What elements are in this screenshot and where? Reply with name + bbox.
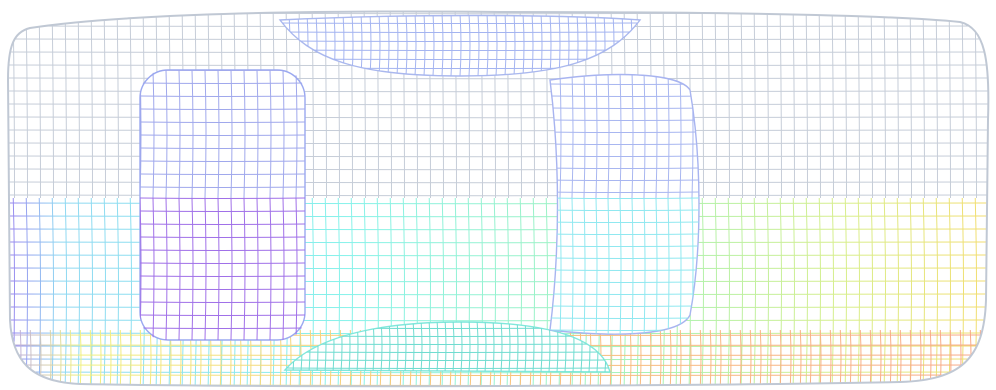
rear-window bbox=[140, 70, 305, 340]
mesh-line bbox=[140, 328, 305, 329]
mesh-line bbox=[140, 135, 305, 136]
mesh-line bbox=[0, 375, 996, 376]
mesh-line bbox=[548, 306, 702, 307]
mesh-line bbox=[548, 72, 549, 198]
mesh-line bbox=[140, 224, 305, 225]
mesh-line bbox=[140, 237, 305, 238]
mesh-line bbox=[140, 276, 305, 277]
mesh-line bbox=[140, 148, 305, 149]
mesh-line bbox=[548, 144, 702, 145]
mesh-line bbox=[140, 83, 305, 84]
mesh-line bbox=[280, 23, 640, 24]
mesh-line bbox=[285, 368, 610, 369]
mesh-line bbox=[140, 263, 305, 264]
mesh-line bbox=[140, 187, 305, 188]
mesh-line bbox=[548, 168, 702, 169]
mesh-line bbox=[140, 122, 305, 123]
mesh-line bbox=[548, 132, 702, 133]
mesh-line bbox=[548, 84, 702, 85]
mesh-line bbox=[548, 270, 702, 271]
mesh-line bbox=[990, 325, 991, 390]
mesh-line bbox=[0, 0, 2, 390]
mesh-line bbox=[548, 180, 702, 181]
mesh-line bbox=[640, 14, 641, 76]
mesh-line bbox=[548, 246, 702, 247]
mesh-line bbox=[548, 318, 702, 319]
mesh-line bbox=[548, 96, 702, 97]
mesh-line bbox=[140, 96, 305, 97]
mesh-line bbox=[140, 174, 305, 175]
mesh-line bbox=[285, 344, 610, 345]
mesh-line bbox=[280, 41, 640, 42]
mesh-line bbox=[0, 325, 1, 390]
page: (() => { const data = JSON.parse(documen… bbox=[0, 0, 996, 390]
mesh-line bbox=[140, 315, 305, 316]
mesh-line bbox=[285, 360, 610, 361]
mesh-line bbox=[280, 59, 640, 60]
mesh-line bbox=[988, 0, 990, 390]
mesh-line bbox=[548, 192, 702, 193]
mesh-line bbox=[548, 282, 702, 283]
mesh-line bbox=[548, 294, 702, 295]
mesh-line bbox=[140, 198, 305, 199]
mesh-line bbox=[0, 0, 996, 1]
mesh-line bbox=[548, 222, 702, 223]
mesh-line bbox=[0, 190, 2, 390]
mesh-line bbox=[140, 211, 305, 212]
mesh-line bbox=[140, 302, 305, 303]
mesh-line bbox=[140, 109, 305, 110]
mesh-line bbox=[285, 352, 610, 353]
mesh-line bbox=[548, 234, 702, 235]
mesh-line bbox=[140, 161, 305, 162]
mesh-line bbox=[548, 210, 702, 211]
mesh-line bbox=[280, 32, 640, 33]
mesh-line bbox=[548, 258, 702, 259]
mesh-line bbox=[280, 14, 281, 76]
mesh-line bbox=[548, 156, 702, 157]
mesh-line bbox=[548, 108, 702, 109]
mesh-line bbox=[0, 13, 996, 14]
mesh-line bbox=[140, 250, 305, 251]
car-mesh-view bbox=[0, 0, 996, 390]
mesh-line bbox=[548, 120, 702, 121]
mesh-line bbox=[548, 198, 702, 199]
mesh-line bbox=[988, 190, 990, 390]
mesh-line bbox=[280, 50, 640, 51]
mesh-line bbox=[140, 289, 305, 290]
